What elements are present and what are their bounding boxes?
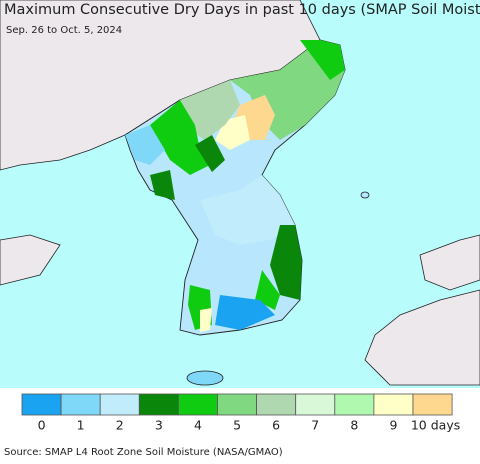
legend-label: 8 [350, 418, 358, 433]
region [300, 40, 345, 80]
island [186, 370, 224, 386]
foreign-land [419, 234, 480, 291]
region [195, 135, 225, 172]
region [215, 295, 275, 330]
legend-label: 7 [311, 418, 319, 433]
legend: 0 1 2 3 4 5 6 7 8 9 10 days [21, 393, 460, 433]
subtitle: Sep. 26 to Oct. 5, 2024 [6, 25, 122, 36]
legend-swatch [177, 393, 218, 416]
legend-label: 10 days [411, 418, 460, 433]
legend-swatch [21, 393, 62, 416]
legend-swatch [295, 393, 336, 416]
legend-label: 3 [155, 418, 163, 433]
legend-swatch [60, 393, 101, 416]
region [125, 125, 165, 165]
region [270, 225, 302, 300]
legend-label: 2 [116, 418, 124, 433]
legend-label: 4 [194, 418, 202, 433]
legend-label: 9 [389, 418, 397, 433]
foreign-land [0, 234, 61, 286]
region [255, 270, 280, 310]
legend-label: 1 [77, 418, 85, 433]
region [150, 170, 175, 200]
legend-swatch [373, 393, 414, 416]
legend-label: 6 [272, 418, 280, 433]
legend-label: 0 [38, 418, 46, 433]
legend-swatch [217, 393, 257, 416]
island [360, 191, 370, 199]
legend-swatch [256, 393, 297, 416]
source: Source: SMAP L4 Root Zone Soil Moisture … [4, 447, 283, 458]
legend-swatch [99, 393, 140, 416]
title: Maximum Consecutive Dry Days in past 10 … [4, 2, 480, 18]
legend-swatch [412, 393, 453, 416]
region [150, 100, 210, 175]
legend-label: 5 [233, 418, 241, 433]
legend-swatch [138, 393, 179, 416]
region [200, 175, 295, 245]
foreign-land [364, 289, 480, 386]
region [200, 308, 212, 332]
legend-swatch [334, 393, 375, 416]
